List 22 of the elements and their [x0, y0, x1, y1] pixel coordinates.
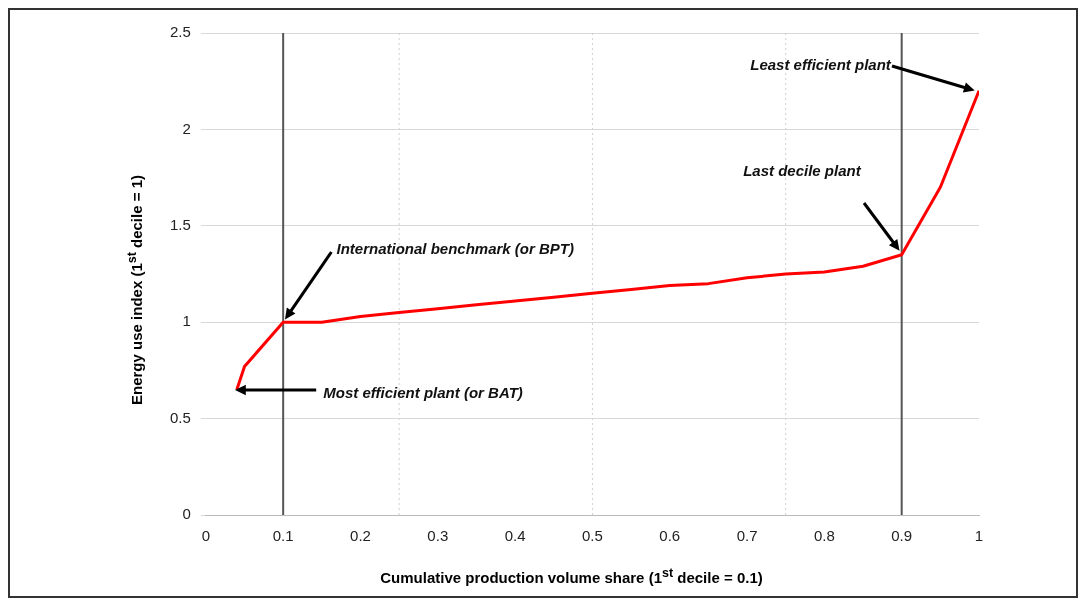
x-tick-label: 0.4: [504, 527, 526, 545]
annotation: Most efficient plant (or BAT): [323, 383, 523, 401]
y-tick-label: 1.5: [169, 215, 191, 233]
x-tick-label: 0: [201, 527, 211, 545]
x-axis-title: Cumulative production volume share (1$^{st}$ decile = 0.1): [379, 566, 764, 586]
y-tick-label: 2: [182, 119, 191, 137]
x-tick-label: 0.8: [813, 527, 835, 545]
x-tick-label: 1: [974, 527, 984, 545]
x-tick-label: 0.2: [350, 527, 371, 545]
x-tick-label: 0.1: [272, 527, 294, 545]
annotation: Last decile plant: [743, 161, 861, 179]
y-tick-label: 0.5: [169, 408, 191, 426]
x-tick-label: 0.5: [582, 527, 603, 545]
annotation: Least efficient plant: [750, 55, 891, 73]
x-tick-label: 0.6: [659, 527, 681, 545]
annotation: International benchmark (or BPT): [336, 239, 575, 257]
x-tick-label: 0.3: [427, 527, 449, 545]
x-tick-label: 0.9: [891, 527, 913, 545]
y-tick-label: 2.5: [169, 23, 191, 41]
y-tick-label: 1: [182, 312, 191, 330]
y-tick-label: 0: [182, 505, 191, 523]
x-tick-label: 0.7: [736, 527, 758, 545]
